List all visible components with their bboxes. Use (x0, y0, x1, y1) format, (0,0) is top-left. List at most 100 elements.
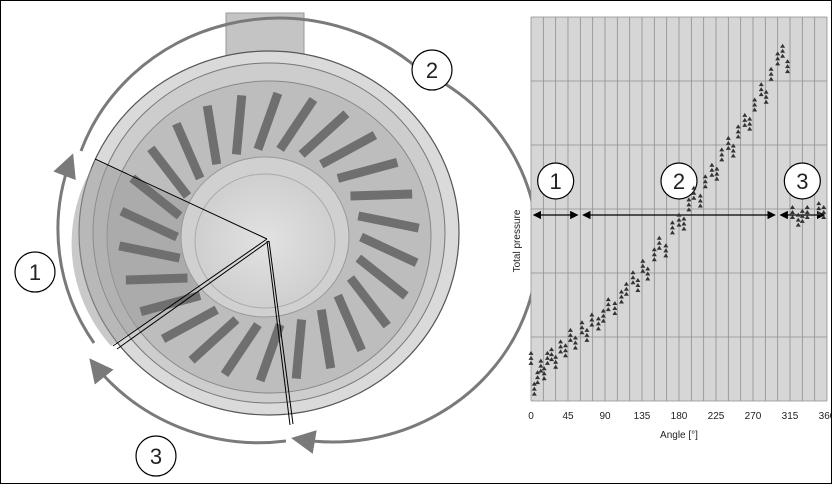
region-label-3-text: 3 (150, 444, 162, 469)
data-point (795, 212, 801, 227)
impeller-blade (357, 211, 420, 233)
data-point (618, 289, 624, 304)
x-tick-label: 180 (671, 411, 688, 422)
impeller-blade (129, 174, 183, 220)
region-label-1-text: 1 (29, 260, 41, 285)
x-tick-label: 225 (708, 411, 725, 422)
region-number-circle (783, 162, 821, 200)
x-tick-label: 315 (782, 411, 799, 422)
x-tick-label: 45 (562, 411, 574, 422)
data-point (635, 277, 641, 292)
x-axis-label: Angle [°] (660, 430, 698, 441)
region-number: 1 (550, 169, 562, 194)
data-point (558, 339, 564, 354)
x-tick-label: 360 (819, 411, 831, 422)
region-1-arrow (53, 153, 96, 344)
impeller-blade (316, 308, 336, 369)
data-point (730, 143, 736, 158)
region-3-arrow (89, 358, 287, 445)
data-point (651, 247, 657, 262)
impeller-blade (220, 322, 262, 378)
region-number-circle (660, 162, 698, 200)
data-point (579, 320, 585, 335)
impeller-blade (202, 105, 222, 166)
x-tick-label: 90 (599, 411, 611, 422)
impeller-blade (346, 275, 391, 329)
impeller-blade (276, 96, 318, 152)
data-point (531, 381, 537, 396)
data-point (789, 205, 795, 219)
data-point (758, 82, 764, 97)
impeller-blade (147, 145, 192, 199)
data-point (541, 366, 547, 381)
impeller-blade (172, 121, 205, 181)
data-point (714, 166, 720, 181)
region-label-3: 3 (135, 435, 177, 477)
data-point (630, 270, 636, 285)
data-point (589, 312, 595, 327)
impeller-blade (253, 91, 283, 151)
chart-grid (530, 16, 828, 402)
data-point (775, 51, 781, 66)
data-point (768, 66, 774, 81)
data-point (725, 135, 731, 150)
impeller-blade (160, 305, 219, 343)
data-point (544, 350, 550, 365)
region-2-arrow (79, 16, 540, 454)
impeller-blade (125, 273, 188, 285)
data-point (572, 335, 578, 350)
impeller-blade (355, 254, 409, 300)
impeller-blade (350, 189, 413, 201)
data-point (752, 97, 758, 112)
sector-line-3b (268, 240, 294, 425)
data-point (709, 162, 715, 177)
data-point (663, 243, 669, 258)
sector-line-3 (266, 240, 291, 426)
data-point (821, 205, 827, 219)
data-point (528, 350, 534, 365)
impeller-blade (291, 319, 307, 380)
region-number-circle (537, 162, 575, 200)
data-point (676, 212, 682, 227)
impeller-blade (319, 131, 378, 169)
sector-line-2 (112, 238, 268, 347)
data-point (785, 59, 791, 74)
data-point (567, 327, 573, 342)
region-span-arrows: 1 2 3 (532, 162, 826, 220)
data-point (553, 354, 559, 369)
impeller-blade (255, 323, 285, 383)
data-point (584, 327, 590, 342)
data-point (538, 358, 544, 373)
x-tick-label: 135 (634, 411, 651, 422)
data-point (747, 116, 753, 131)
data-point (645, 266, 651, 281)
pressure-chart: 0 45 90 135 180 225 270 315 360 Angle [°] Total … (512, 16, 832, 441)
data-point (600, 308, 606, 323)
data-point (686, 197, 692, 212)
data-point (595, 316, 601, 331)
region-label-1: 1 (14, 251, 56, 293)
impeller-blade (231, 94, 247, 155)
data-point (549, 347, 555, 362)
data-point (804, 205, 810, 219)
impeller-blade (333, 293, 366, 353)
sector-line-1 (94, 158, 268, 240)
data-point (563, 343, 569, 358)
data-point (702, 174, 708, 189)
x-axis-ticks: 0 45 90 135 180 225 270 315 360 (528, 411, 832, 422)
data-point (612, 301, 618, 315)
impeller-blade (298, 110, 350, 158)
sector-line-2b (116, 240, 270, 350)
data-point (719, 147, 725, 162)
data-point (681, 216, 687, 231)
data-points (528, 43, 827, 396)
data-point (605, 297, 611, 312)
impeller-blade (359, 232, 419, 267)
impeller-blade (139, 291, 202, 316)
data-point (623, 281, 629, 296)
data-point (669, 220, 675, 235)
data-point (535, 370, 541, 385)
impeller-illustration: 1 2 3 (14, 12, 540, 477)
data-point (697, 193, 703, 208)
region-label-2: 2 (411, 49, 453, 91)
